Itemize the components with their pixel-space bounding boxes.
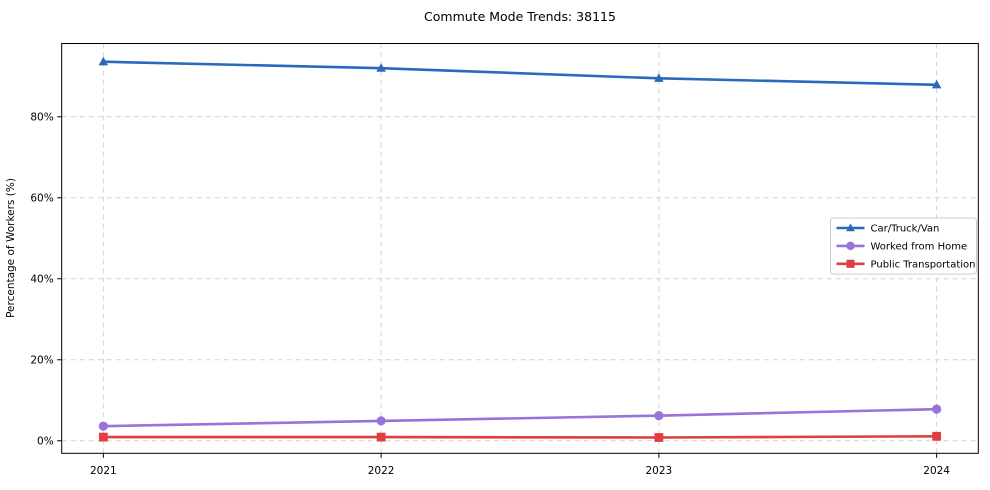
series-layer bbox=[98, 56, 942, 442]
legend-label: Worked from Home bbox=[871, 241, 968, 252]
x-tick-label: 2024 bbox=[923, 465, 950, 477]
series-line-car-truck-van bbox=[102, 60, 938, 87]
series-marker-triangle bbox=[931, 79, 942, 89]
x-tick-label: 2022 bbox=[368, 465, 395, 477]
axes-layer: 0% 20% 40% 60% 80% 2021 2022 2023 2024 bbox=[30, 43, 979, 477]
series-line-worked-from-home bbox=[102, 407, 938, 428]
y-tick-label: 80% bbox=[30, 111, 53, 123]
legend-sample-marker-square bbox=[846, 259, 855, 268]
x-tick-label: 2023 bbox=[646, 465, 673, 477]
series-marker-circle bbox=[932, 404, 942, 414]
series-marker-circle bbox=[654, 411, 664, 421]
legend-label: Public Transportation bbox=[871, 259, 976, 270]
plot-border bbox=[61, 43, 979, 454]
y-tick-label: 60% bbox=[30, 192, 53, 204]
series-marker-triangle bbox=[98, 56, 109, 66]
x-tick-label: 2021 bbox=[90, 465, 117, 477]
series-marker-square bbox=[376, 432, 386, 442]
legend-box bbox=[830, 217, 977, 275]
legend-sample-marker-circle bbox=[846, 241, 855, 251]
series-marker-triangle bbox=[376, 63, 386, 72]
legend: Car/Truck/Van Worked from Home Public Tran… bbox=[830, 217, 977, 275]
y-tick-label: 20% bbox=[30, 354, 53, 366]
y-tick-label: 0% bbox=[37, 435, 54, 447]
series-marker-square bbox=[654, 433, 664, 442]
series-marker-circle bbox=[98, 421, 108, 431]
legend-label: Car/Truck/Van bbox=[871, 224, 940, 235]
chart-title: Commute Mode Trends: 38115 bbox=[424, 9, 616, 24]
series-marker-square bbox=[932, 431, 942, 441]
legend-sample-marker-triangle bbox=[846, 223, 855, 232]
y-axis-label: Percentage of Workers (%) bbox=[5, 178, 17, 318]
series-marker-square bbox=[98, 432, 108, 442]
series-marker-triangle bbox=[654, 73, 664, 82]
y-tick-label: 40% bbox=[30, 273, 53, 285]
series-marker-circle bbox=[376, 416, 386, 426]
series-line-public-transportation bbox=[102, 434, 938, 439]
